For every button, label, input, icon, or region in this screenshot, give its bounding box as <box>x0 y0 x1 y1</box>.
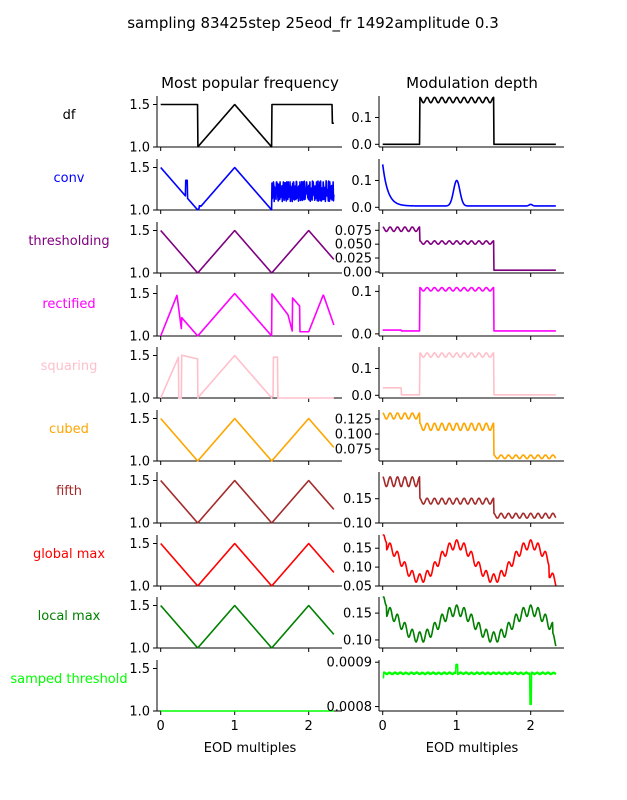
row1-left-ytick-label: 1.0 <box>129 204 150 219</box>
row1-left-series-line <box>160 166 335 211</box>
row5-label: cubed <box>49 422 89 437</box>
row5-right-ytick-label: 0.100 <box>335 428 372 443</box>
row6-left-series-line <box>160 479 335 524</box>
row8-label: local max <box>38 609 101 624</box>
row4-label: squaring <box>41 359 98 374</box>
row5-right-ytick-label: 0.075 <box>335 443 372 458</box>
row4-right-ytick-label: 0.1 <box>351 362 372 377</box>
row8-right-ytick-label: 0.10 <box>343 633 372 648</box>
row2-right-ytick-label: 0.050 <box>335 238 372 253</box>
row9-left-xtick-label: 1 <box>231 719 239 734</box>
row6-left-ytick-label: 1.5 <box>129 474 150 489</box>
row7-right-series-line <box>382 534 557 586</box>
row8-right-ytick-label: 0.15 <box>343 607 372 622</box>
row4-left-ytick-label: 1.5 <box>129 349 150 364</box>
row4-right-ytick-label: 0.0 <box>351 389 372 404</box>
row1-left-ytick-label: 1.5 <box>129 161 150 176</box>
row8-right-series-line <box>382 596 557 647</box>
row6-label: fifth <box>56 484 82 499</box>
row9-left-ytick-label: 1.5 <box>129 662 150 677</box>
row9-right-series-line <box>382 663 557 706</box>
row7-left-ytick-label: 1.5 <box>129 537 150 552</box>
row3-right-series-line <box>382 286 557 332</box>
row2-right-ytick-label: 0.075 <box>335 224 372 239</box>
row7-left-ytick-label: 1.0 <box>129 580 150 595</box>
row3-left-series-line <box>159 292 335 337</box>
left-x-axis-label: EOD multiples <box>204 741 297 756</box>
row5-left-ytick-label: 1.5 <box>129 412 150 427</box>
row0-right-ytick-label: 0.0 <box>351 138 372 153</box>
row9-left-ytick-label: 1.0 <box>129 705 150 720</box>
row0-left-ytick-label: 1.5 <box>129 98 150 113</box>
right-x-axis-label: EOD multiples <box>426 741 519 756</box>
row3-left-ytick-label: 1.5 <box>129 287 150 302</box>
row7-label: global max <box>33 547 105 562</box>
row0-right-ytick-label: 0.1 <box>351 111 372 126</box>
row9-left-xtick-label: 2 <box>305 719 313 734</box>
row7-right-ytick-label: 0.15 <box>343 542 372 557</box>
row5-left-series-line <box>160 417 335 462</box>
row9-left-xtick-label: 0 <box>157 719 165 734</box>
row6-right-ytick-label: 0.15 <box>343 492 372 507</box>
row8-left-ytick-label: 1.5 <box>129 599 150 614</box>
row5-left-ytick-label: 1.0 <box>129 455 150 470</box>
row4-right-series-line <box>382 352 557 396</box>
row1-right-series-line <box>381 164 557 207</box>
row5-right-ytick-label: 0.125 <box>335 413 372 428</box>
row8-left-ytick-label: 1.0 <box>129 642 150 657</box>
subplot-grid: df 1.0 1.5 0.0 0.1 conv 1.0 1.5 0.0 0.1 thresholdi… <box>10 96 564 734</box>
row7-right-ytick-label: 0.10 <box>343 561 372 576</box>
row3-right-ytick-label: 0.0 <box>351 327 372 342</box>
row3-left-ytick-label: 1.0 <box>129 330 150 345</box>
row2-left-series-line <box>160 229 335 274</box>
row4-left-series-line <box>159 354 335 399</box>
row8-left-series-line <box>160 604 335 649</box>
row2-label: thresholding <box>28 234 109 249</box>
row2-right-series-line <box>382 226 557 272</box>
row0-left-series-line <box>160 103 335 148</box>
row9-right-xtick-label: 2 <box>527 719 535 734</box>
row2-left-ytick-label: 1.5 <box>129 224 150 239</box>
row9-label: samped threshold <box>10 672 127 687</box>
figure-suptitle: sampling 83425step 25eod_fr 1492amplitud… <box>127 14 499 33</box>
row0-label: df <box>63 108 76 123</box>
row2-right-ytick-label: 0.00 <box>343 265 372 280</box>
row1-right-ytick-label: 0.0 <box>351 201 372 216</box>
row3-label: rectified <box>42 297 95 312</box>
row6-right-series-line <box>382 476 557 519</box>
row0-left-ytick-label: 1.0 <box>129 141 150 156</box>
left-column-title: Most popular frequency <box>161 74 339 92</box>
row2-left-ytick-label: 1.0 <box>129 267 150 282</box>
row1-label: conv <box>53 171 84 186</box>
row9-right-ytick-label: 0.0008 <box>327 700 373 715</box>
row7-right-ytick-label: 0.05 <box>343 580 372 595</box>
row6-left-ytick-label: 1.0 <box>129 517 150 532</box>
row9-right-xtick-label: 1 <box>453 719 461 734</box>
row5-right-series-line <box>382 412 557 460</box>
row9-right-ytick-label: 0.0009 <box>327 656 373 671</box>
row4-left-ytick-label: 1.0 <box>129 392 150 407</box>
row1-right-ytick-label: 0.1 <box>351 174 372 189</box>
row3-right-ytick-label: 0.1 <box>351 285 372 300</box>
row9-right-xtick-label: 0 <box>379 719 387 734</box>
row2-right-ytick-label: 0.025 <box>335 252 372 267</box>
right-column-title: Modulation depth <box>406 74 538 92</box>
row7-left-series-line <box>160 542 335 587</box>
row6-right-ytick-label: 0.10 <box>343 517 372 532</box>
row0-right-series-line <box>382 96 557 146</box>
